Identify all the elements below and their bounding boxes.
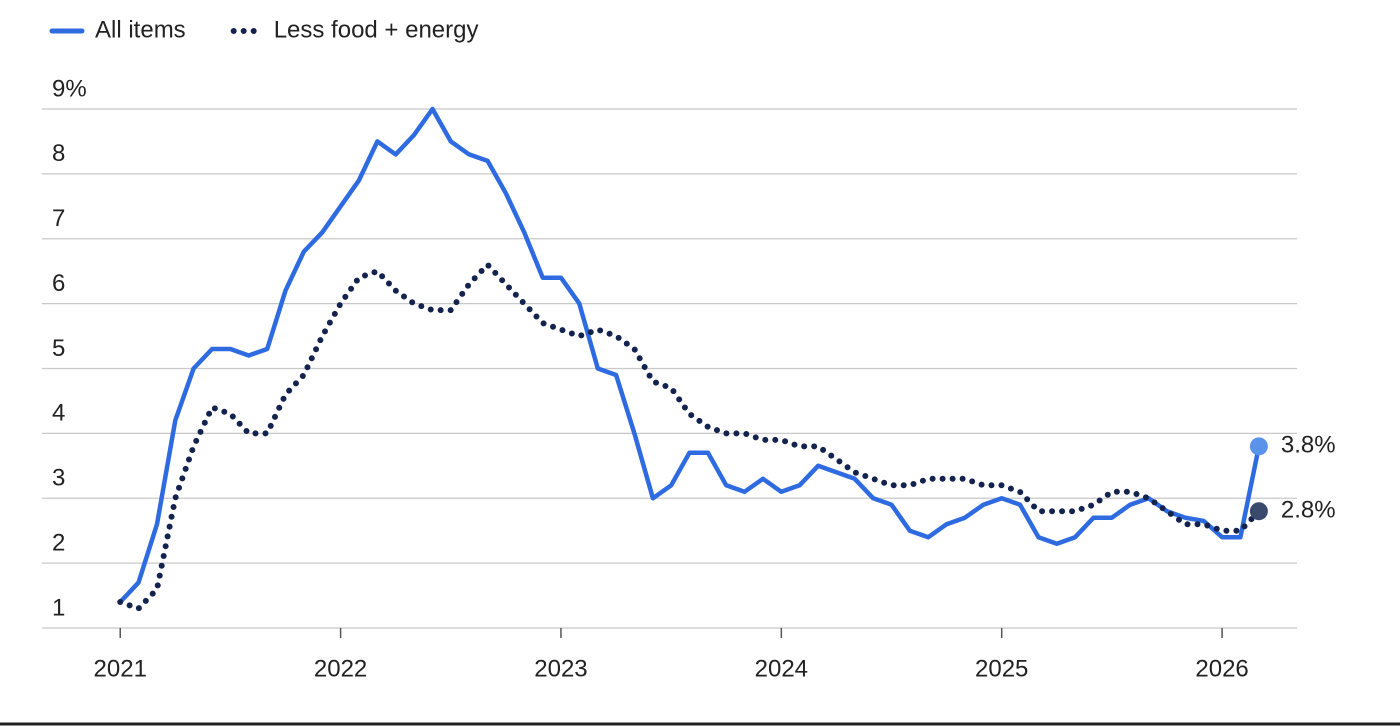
end-marker — [1249, 502, 1268, 521]
series-line — [117, 261, 1262, 612]
x-tick-label: 2025 — [975, 655, 1028, 682]
end-label: 2.8% — [1281, 497, 1336, 524]
y-tick-label: 2 — [52, 529, 65, 556]
legend-label: All items — [95, 16, 186, 43]
x-tick-label: 2024 — [755, 655, 808, 682]
series-line — [117, 106, 1262, 605]
legend-label: Less food + energy — [274, 16, 479, 43]
end-marker — [1249, 437, 1268, 456]
y-tick-label: 3 — [52, 465, 65, 492]
y-tick-label: 8 — [52, 140, 65, 167]
y-tick-label: 4 — [52, 400, 65, 427]
y-tick-label: 6 — [52, 270, 65, 297]
end-label: 3.8% — [1281, 432, 1336, 459]
x-tick-label: 2021 — [94, 655, 147, 682]
x-tick-label: 2023 — [534, 655, 587, 682]
y-tick-label: 9% — [52, 75, 87, 102]
y-tick-label: 5 — [52, 335, 65, 362]
y-tick-label: 1 — [52, 594, 65, 621]
x-tick-label: 2026 — [1195, 655, 1248, 682]
y-tick-label: 7 — [52, 205, 65, 232]
x-tick-label: 2022 — [314, 655, 367, 682]
